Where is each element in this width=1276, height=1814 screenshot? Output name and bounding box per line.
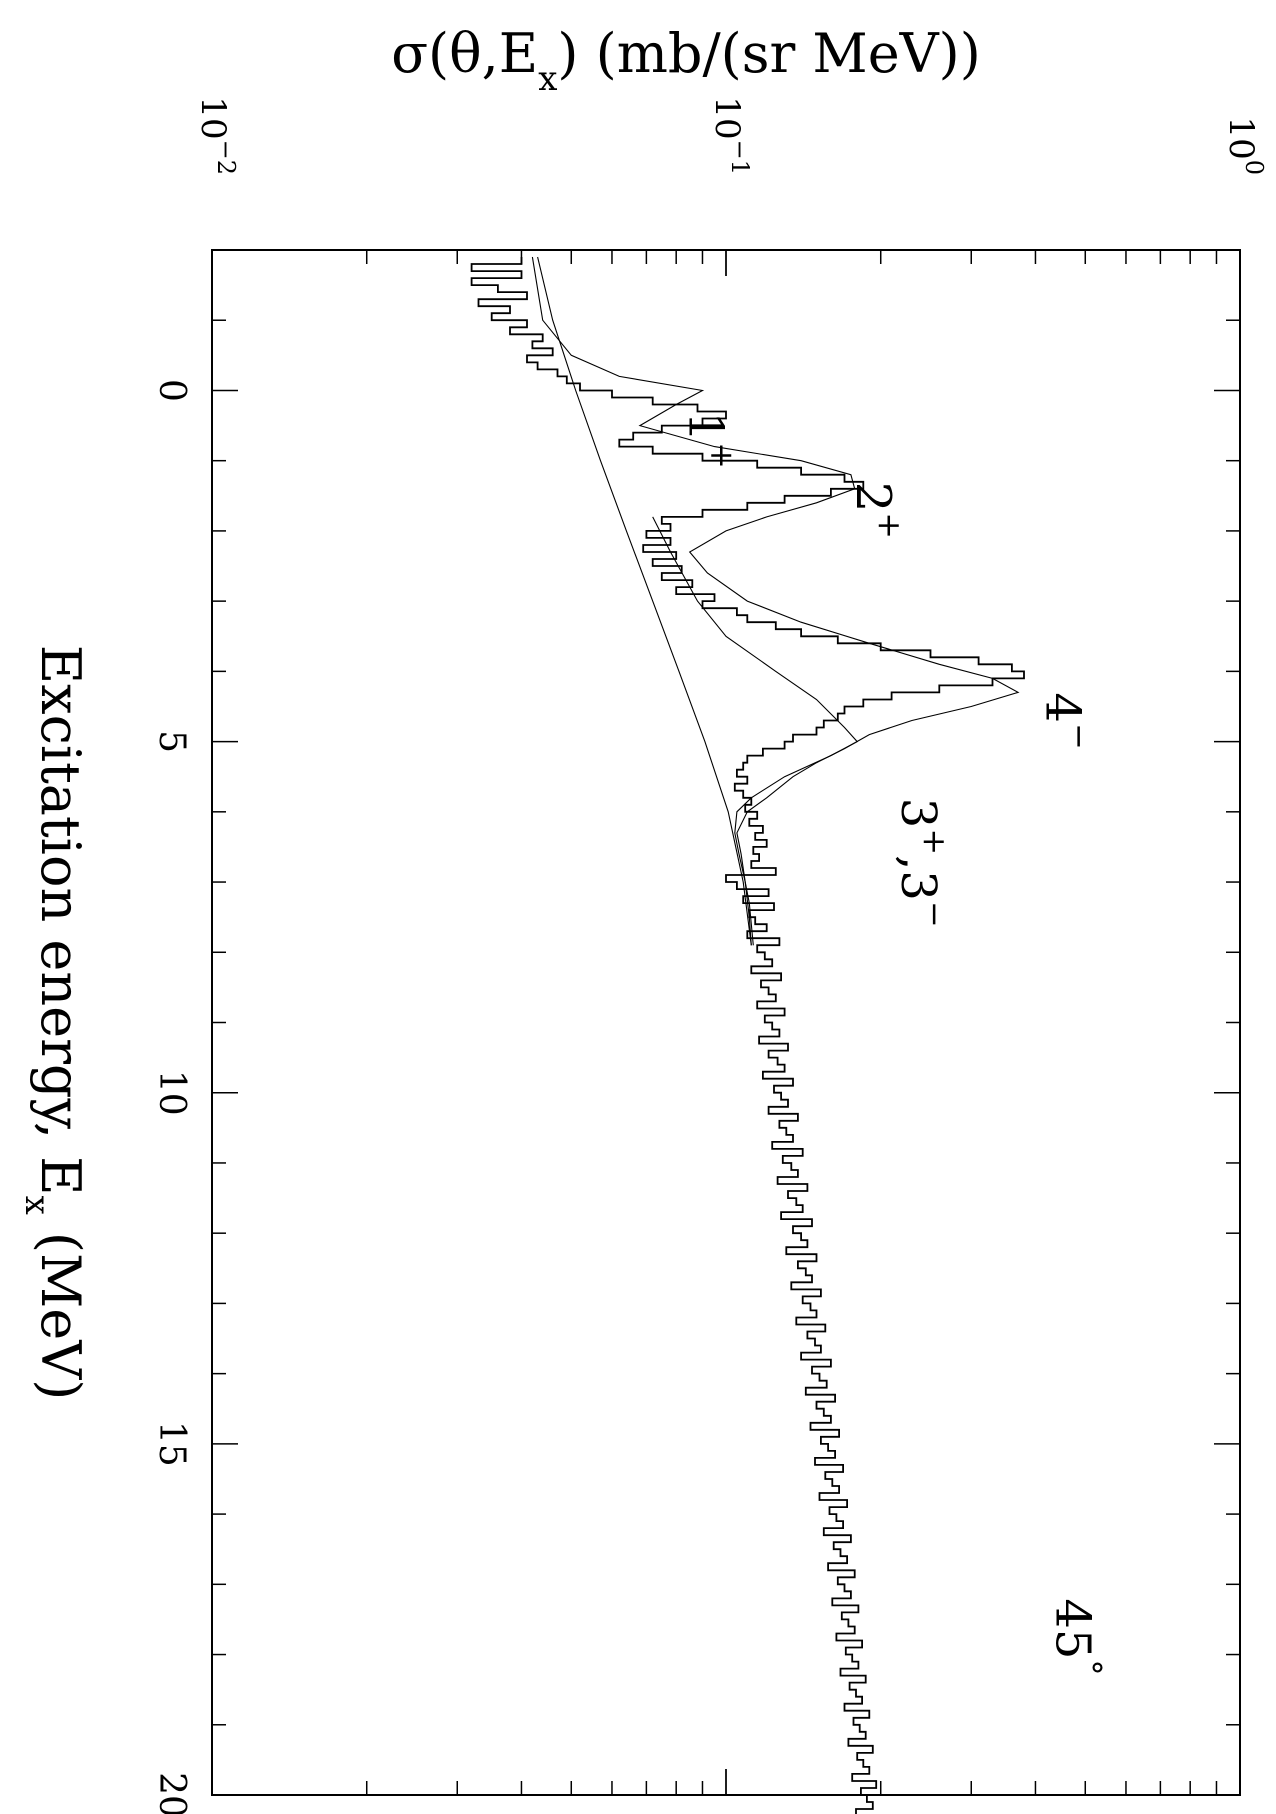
axis-ticks [212, 250, 1240, 1795]
y-tick-base: 10 [707, 96, 747, 139]
annotation-sup: + [871, 512, 909, 539]
x-tick-text: 0 [151, 379, 192, 402]
annotation-main: 4 [1034, 692, 1090, 723]
plot-frame [211, 249, 1241, 1796]
annotation-text: 45° [1045, 1598, 1109, 1675]
annotation: 2+ [845, 482, 909, 539]
annotation: 4− [1034, 692, 1098, 749]
y-tick-exp: 0 [1240, 160, 1268, 175]
annotation: 1+ [678, 412, 742, 469]
axis-titles: Excitation energy, Ex (MeV)σ(θ,Ex) (mb/(… [17, 22, 981, 1400]
x-axis-title-unit: (MeV) [29, 1215, 92, 1401]
annotation-sup: + [916, 828, 954, 855]
fit-curve-2 [537, 256, 752, 946]
y-tick-label: 10−2 [193, 96, 240, 175]
x-tick-text: 5 [151, 730, 192, 753]
annotation-text: 2+ [845, 482, 909, 539]
data-series [470, 256, 1025, 1814]
annotation-sup: + [704, 442, 742, 469]
y-tick-base: 10 [193, 96, 233, 139]
fit-curve-1 [531, 256, 1020, 946]
y-axis-title-sub: x [538, 59, 557, 99]
annotation-tail: ,3 [890, 855, 946, 901]
histogram-series [470, 257, 1025, 1814]
peak-annotations: 1+2+4−3+,3−45° [678, 412, 1109, 1676]
annotation-text: 3+,3− [890, 798, 954, 928]
y-tick-text: 10−1 [707, 96, 754, 175]
y-tick-base: 10 [1221, 116, 1261, 159]
annotation-tail-sup: − [916, 901, 954, 928]
x-tick-label: 15 [151, 1421, 192, 1467]
x-tick-label: 0 [151, 379, 192, 402]
annotation-text: 4− [1034, 692, 1098, 749]
x-axis-title-text: Excitation energy, Ex (MeV) [17, 645, 92, 1401]
x-tick-text: 15 [151, 1421, 192, 1467]
plot-border [211, 249, 1241, 1796]
x-axis-title: Excitation energy, Ex (MeV) [17, 645, 92, 1401]
y-tick-label: 100 [1221, 116, 1268, 175]
annotation: 3+,3− [890, 798, 954, 928]
y-tick-exp: −2 [212, 140, 240, 175]
y-axis-title-text: σ(θ,Ex) (mb/(sr MeV)) [391, 22, 981, 99]
annotation-main: 2 [845, 482, 901, 513]
annotation-main: 45 [1045, 1598, 1101, 1659]
y-tick-label: 10−1 [707, 96, 754, 175]
y-axis-title-unit: ) (mb/(sr MeV)) [557, 22, 980, 85]
x-tick-label: 5 [151, 730, 192, 753]
fit-curve-3 [652, 516, 859, 946]
annotation-main: 3 [890, 798, 946, 829]
y-tick-exp: −1 [726, 140, 754, 175]
annotation-sup: − [1060, 723, 1098, 750]
annotation-main: 1 [678, 412, 734, 443]
x-tick-label: 20 [151, 1772, 192, 1814]
y-axis-title-main: σ(θ,E [391, 22, 538, 85]
x-axis-title-sub: x [17, 1196, 57, 1215]
x-tick-text: 20 [151, 1772, 192, 1814]
x-axis-title-main: Excitation energy, E [29, 645, 92, 1196]
annotation: 45° [1045, 1598, 1109, 1675]
annotation-sup: ° [1071, 1659, 1109, 1675]
x-tick-text: 10 [151, 1070, 192, 1116]
y-tick-text: 10−2 [193, 96, 240, 175]
x-tick-label: 10 [151, 1070, 192, 1116]
annotation-text: 1+ [678, 412, 742, 469]
y-tick-text: 100 [1221, 116, 1268, 175]
